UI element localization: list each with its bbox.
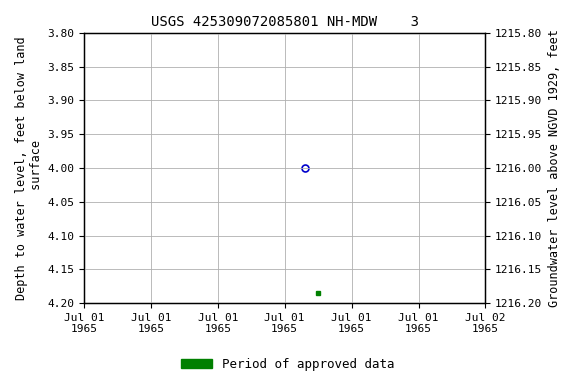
Title: USGS 425309072085801 NH-MDW    3: USGS 425309072085801 NH-MDW 3	[151, 15, 419, 29]
Y-axis label: Depth to water level, feet below land
 surface: Depth to water level, feet below land su…	[15, 36, 43, 300]
Y-axis label: Groundwater level above NGVD 1929, feet: Groundwater level above NGVD 1929, feet	[548, 29, 561, 307]
Legend: Period of approved data: Period of approved data	[176, 353, 400, 376]
